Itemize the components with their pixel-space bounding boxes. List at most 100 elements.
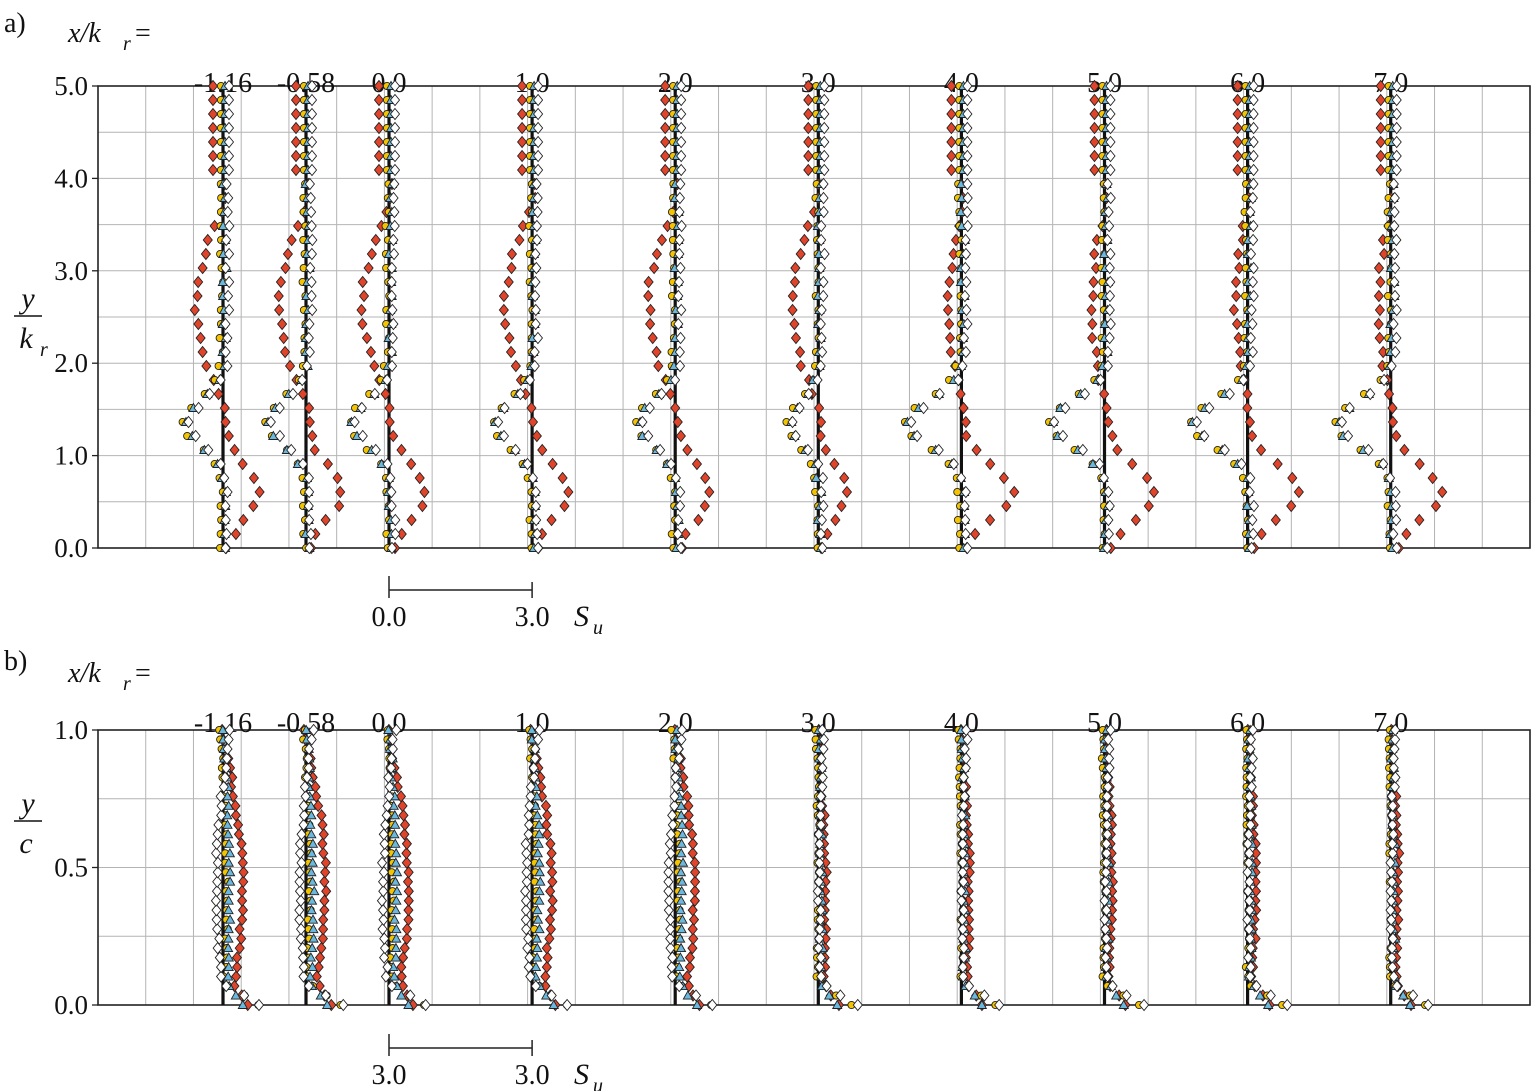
data-point [1121,989,1132,1002]
data-point [237,856,248,869]
data-point [389,809,401,820]
data-point [637,415,648,429]
data-point [304,485,315,499]
data-point [237,903,249,917]
data-point [1365,387,1376,401]
data-point [1105,121,1116,135]
data-point [389,828,400,839]
data-point [236,932,247,945]
data-point [689,894,700,907]
data-point [222,742,233,756]
data-point [816,970,827,983]
scale-bar-left-label: 0.0 [372,602,407,633]
data-point [1248,289,1259,303]
data-point [403,866,414,879]
data-point [1388,761,1399,775]
data-point [403,999,414,1009]
data-point [532,205,543,219]
data-point [275,275,286,289]
data-point [215,790,226,803]
data-point [906,415,917,429]
data-point [677,857,689,867]
data-point [1248,163,1259,177]
data-point [815,429,826,443]
data-point [391,723,402,737]
data-point [520,894,532,907]
data-point [230,990,242,1000]
data-point [294,837,306,851]
data-point [506,261,517,275]
data-point [1100,922,1111,936]
data-point [683,809,694,822]
data-point [979,989,990,1002]
data-point [684,960,695,974]
data-point [1389,205,1400,219]
data-point [819,135,830,149]
data-point [667,970,678,983]
data-point [401,856,412,869]
y-tick-label: 0.5 [54,853,88,883]
data-point [1009,485,1020,499]
y-axis-label: y [18,282,35,315]
data-point [297,941,308,955]
data-point [290,135,302,149]
data-point [284,359,296,373]
data-point [248,499,259,513]
data-point [1388,527,1399,541]
data-point [663,856,674,869]
data-point [316,809,327,822]
data-point [682,990,694,1000]
data-point [1224,387,1235,401]
data-point [1247,191,1258,205]
data-point [223,149,235,163]
data-point [290,107,302,121]
data-point [307,857,318,867]
data-point [676,79,687,93]
data-point [689,884,701,898]
data-point [1243,828,1254,841]
data-point [815,359,826,373]
data-point [830,513,841,527]
data-point [1251,979,1262,993]
data-point [790,261,801,275]
data-point [665,847,676,860]
data-point [379,837,390,851]
data-point [218,780,229,794]
data-point [530,979,541,993]
data-point [820,443,831,457]
data-point [665,828,677,841]
data-point [219,471,230,485]
data-point [674,247,685,261]
y-axis-label-denominator-sub: r [40,339,48,361]
data-point [976,999,988,1009]
data-point [962,149,973,163]
data-point [234,922,245,936]
data-point [222,942,234,953]
data-point [220,261,231,275]
data-point [946,79,957,93]
data-point [812,373,823,387]
data-point [517,149,528,163]
data-point [215,373,226,387]
data-point [802,443,813,457]
data-point [517,163,528,177]
data-point [220,317,231,331]
data-point [223,135,235,149]
data-point [207,107,219,121]
data-point [303,401,315,415]
data-point [295,932,306,945]
data-point [274,303,285,317]
data-point [687,903,698,917]
data-point [1244,894,1255,907]
data-point [299,780,310,794]
data-point [1103,485,1114,499]
data-point [1247,345,1258,359]
data-point [1098,471,1110,485]
data-point [314,951,326,964]
data-point [357,317,368,331]
data-point [230,809,241,822]
data-point [813,457,824,471]
data-point [216,799,227,813]
data-point [663,884,674,898]
data-point [674,345,685,359]
